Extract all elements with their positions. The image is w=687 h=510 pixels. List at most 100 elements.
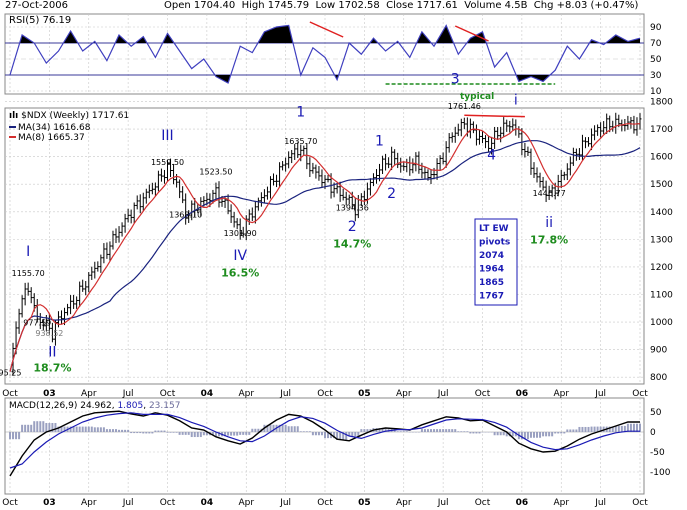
macd-line: [9, 410, 640, 477]
macd-histogram-bar: [127, 429, 130, 432]
macd-histogram-bar: [381, 428, 384, 432]
pivot-box-line: 1964: [479, 265, 504, 275]
macd-histogram-bar: [639, 423, 641, 432]
macd-histogram-bar: [111, 429, 114, 432]
pivot-box-line: 2074: [479, 251, 504, 261]
wave-label: 3: [451, 72, 460, 88]
price-tick-label: 1400: [650, 208, 673, 218]
macd-histogram-bar: [130, 432, 133, 434]
macd-histogram-bar: [566, 429, 569, 432]
x-tick-label-price: 05: [358, 389, 371, 399]
x-tick-label-price: Oct: [160, 389, 176, 399]
pivot-box-line: pivots: [479, 238, 510, 248]
macd-histogram-bar: [81, 426, 84, 432]
macd-tick-label: -100: [650, 468, 671, 478]
macd-histogram-bar: [63, 426, 66, 432]
wave-label: IV: [233, 248, 247, 264]
price-annotation: 1155.70: [12, 269, 45, 278]
macd-histogram-bar: [608, 426, 611, 432]
macd-histogram-bar: [472, 432, 475, 434]
macd-tick-label: 0: [650, 428, 656, 438]
macd-histogram-bar: [575, 429, 578, 432]
wave-label: I: [26, 244, 30, 260]
ma8-legend-label: MA(8) 1665.37: [18, 133, 85, 143]
x-tick-label-macd: Jul: [279, 498, 291, 508]
price-symbol-text: $NDX (Weekly) 1717.61: [21, 111, 129, 121]
macd-histogram-bar: [248, 432, 251, 435]
macd-histogram-bar: [466, 431, 469, 432]
macd-histogram-bar: [536, 432, 539, 438]
price-annotation: 95.25: [0, 369, 21, 378]
rsi-label: RSI(5) 76.19: [9, 15, 71, 26]
macd-histogram-bar: [635, 423, 638, 432]
pivot-box: [474, 218, 518, 306]
price-annotation: 1761.46: [448, 102, 481, 111]
macd-histogram-bar: [548, 432, 551, 437]
percent-label: 16.5%: [221, 267, 259, 280]
open-value: 1704.40: [193, 0, 236, 11]
macd-histogram-bar: [493, 432, 496, 436]
macd-sep-2: ,: [143, 401, 149, 411]
wave-label: 1: [296, 105, 305, 121]
macd-histogram-bar: [430, 429, 433, 432]
ma34-legend-label: MA(34) 1616.68: [18, 123, 91, 133]
pivot-box-line: 1865: [479, 278, 504, 288]
macd-histogram-bar: [587, 426, 590, 432]
rsi-tick-label: 90: [650, 23, 662, 33]
macd-label-prefix: MACD(12,26,9): [9, 401, 80, 411]
macd-histogram-bar: [166, 432, 169, 433]
macd-histogram-bar: [87, 426, 90, 432]
macd-histogram-bar: [184, 432, 187, 435]
macd-histogram-bar: [293, 426, 296, 432]
x-tick-label-macd: Apr: [396, 498, 412, 508]
macd-histogram-bar: [554, 432, 557, 434]
wave-label: 4: [487, 147, 496, 163]
header-ohlc: Open 1704.40 High 1745.79 Low 1702.58 Cl…: [164, 0, 638, 11]
macd-histogram-bar: [39, 421, 42, 432]
macd-histogram-bar: [423, 429, 426, 432]
macd-histogram-bar: [239, 432, 242, 435]
macd-histogram-bar: [251, 428, 254, 432]
macd-histogram-bar: [33, 421, 36, 432]
macd-histogram-bar: [284, 424, 287, 432]
macd-tick-label: -50: [650, 448, 665, 458]
chg-label: Chg: [533, 0, 554, 11]
macd-histogram-bar: [623, 425, 626, 432]
wave-label: i: [514, 92, 518, 108]
macd-histogram-bar: [69, 426, 72, 432]
x-tick-label-price: Oct: [317, 389, 333, 399]
macd-histogram-bar: [118, 429, 121, 432]
price-tick-label: 1500: [650, 180, 673, 190]
macd-histogram-bar: [557, 432, 560, 434]
macd-histogram-bar: [596, 426, 599, 432]
macd-histogram-bar: [233, 432, 236, 436]
macd-value: 24.962: [80, 401, 112, 411]
wave-label: 1: [375, 134, 384, 150]
macd-histogram-bar: [599, 426, 602, 432]
macd-histogram-bar: [378, 428, 381, 432]
rsi-tick-label: 50: [650, 55, 662, 65]
macd-histogram-bar: [499, 432, 502, 436]
x-tick-label-macd: 04: [201, 498, 214, 508]
macd-histogram-bar: [272, 424, 275, 432]
pivot-box-line: 1767: [479, 292, 504, 302]
macd-histogram-bar: [529, 432, 532, 438]
macd-histogram-bar: [60, 426, 63, 432]
rsi-tick-label: 30: [650, 71, 662, 81]
macd-histogram-bar: [72, 426, 75, 432]
price-tick-label: 1100: [650, 291, 673, 301]
macd-histogram-bar: [96, 427, 99, 432]
macd-histogram-bar: [351, 432, 354, 437]
macd-histogram-bar: [163, 430, 166, 432]
close-value: 1717.61: [416, 0, 458, 11]
macd-histogram-bar: [157, 430, 160, 432]
macd-histogram-bar: [21, 424, 24, 432]
x-tick-label-price: Oct: [2, 389, 18, 399]
volume-value: 4.5B: [504, 0, 528, 11]
macd-histogram-bar: [290, 426, 293, 432]
x-tick-label-price: Apr: [238, 389, 254, 399]
x-tick-label-macd: Oct: [317, 498, 333, 508]
macd-histogram-bar: [230, 432, 233, 436]
close-label: Close: [386, 0, 414, 11]
macd-histogram-bar: [629, 423, 632, 432]
